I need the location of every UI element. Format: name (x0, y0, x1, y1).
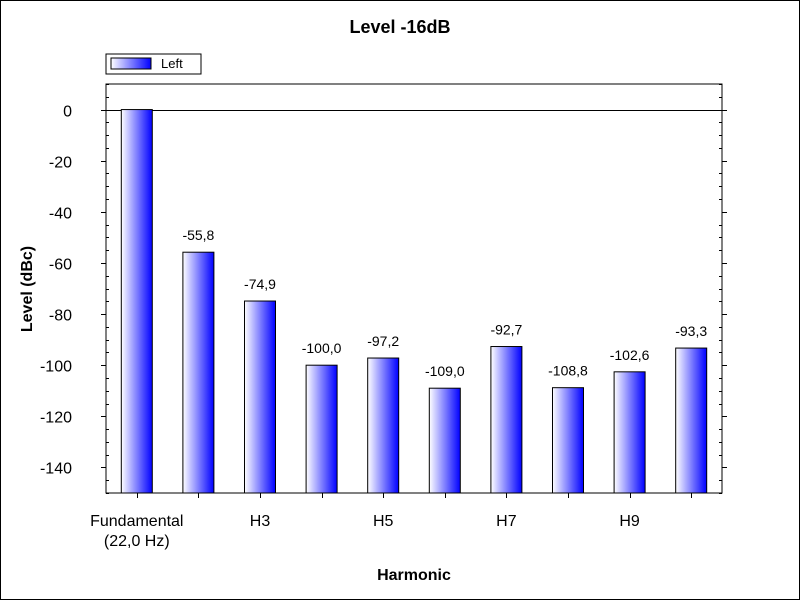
data-label: -55,8 (182, 227, 214, 243)
x-tick-label: (22,0 Hz) (104, 533, 170, 550)
plot-border (105, 83, 723, 494)
bar (613, 371, 646, 494)
x-tick-label: H5 (373, 513, 394, 530)
bar (120, 109, 153, 494)
y-tick-label: 0 (63, 104, 72, 121)
data-label: -100,0 (302, 340, 342, 356)
y-tick-label: -40 (49, 206, 72, 223)
y-tick-label: -20 (49, 155, 72, 172)
data-label: -93,3 (675, 323, 707, 339)
plot-area: 0 -20 -40 -60 -80 -100 -120 -140 -55,8 -74,9 -100,… (40, 83, 727, 550)
data-label: -108,8 (548, 363, 588, 379)
bar (244, 300, 276, 494)
x-tick-label: Fundamental (90, 513, 183, 530)
data-label: -109,0 (425, 363, 465, 379)
x-tick-label: H3 (250, 513, 271, 530)
y-tick-label: -80 (49, 308, 72, 325)
chart-title: Level -16dB (349, 17, 450, 37)
bar (428, 387, 461, 494)
bar (367, 357, 400, 494)
x-axis-title: Harmonic (377, 567, 451, 584)
data-label: -92,7 (490, 322, 522, 338)
bar (490, 346, 523, 494)
data-label: -97,2 (367, 333, 399, 349)
bar (305, 364, 338, 494)
y-tick-label: -140 (40, 461, 72, 478)
bar (182, 251, 215, 494)
bar (675, 347, 708, 494)
y-tick-label: -120 (40, 410, 72, 427)
legend: Left (105, 53, 202, 75)
y-axis-title: Level (dBc) (19, 246, 36, 332)
legend-swatch (110, 57, 152, 70)
legend-label: Left (161, 56, 183, 71)
data-label: -74,9 (244, 276, 276, 292)
x-tick-label: H7 (496, 513, 517, 530)
x-tick-label: H9 (619, 513, 640, 530)
y-tick-label: -60 (49, 257, 72, 274)
y-tick-label: -100 (40, 359, 72, 376)
data-label: -102,6 (610, 347, 650, 363)
bar (552, 387, 584, 494)
